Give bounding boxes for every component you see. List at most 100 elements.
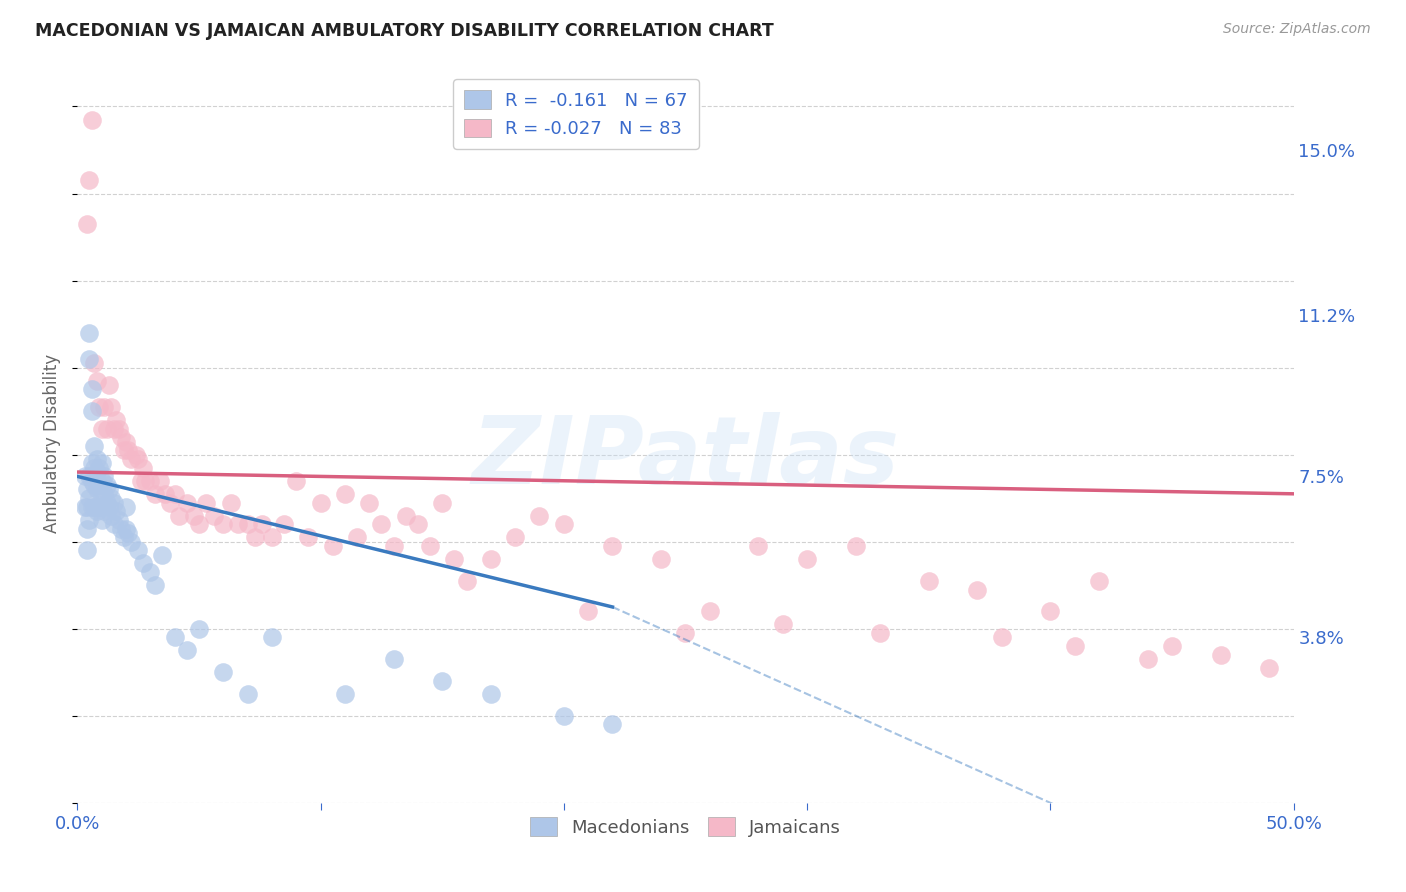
Point <box>333 687 356 701</box>
Point <box>80 456 103 470</box>
Point <box>89 478 111 492</box>
Point <box>80 112 103 127</box>
Point <box>76 500 98 514</box>
Point <box>80 404 103 418</box>
Point <box>153 487 176 501</box>
Point <box>1136 652 1159 666</box>
Point <box>529 508 551 523</box>
Point <box>117 526 139 541</box>
Legend: Macedonians, Jamaicans: Macedonians, Jamaicans <box>523 810 848 844</box>
Point <box>115 522 138 536</box>
Point <box>219 495 242 509</box>
Point <box>112 530 135 544</box>
Point <box>103 517 125 532</box>
Point <box>382 539 405 553</box>
Point <box>139 474 162 488</box>
Point <box>346 530 368 544</box>
Point <box>129 474 152 488</box>
Point <box>260 530 283 544</box>
Point <box>443 552 465 566</box>
Point <box>97 378 120 392</box>
Point <box>602 717 624 731</box>
Point <box>117 443 139 458</box>
Point <box>86 465 108 479</box>
Point <box>226 517 249 532</box>
Point <box>93 487 115 501</box>
Point <box>430 673 453 688</box>
Point <box>675 626 697 640</box>
Point <box>183 508 205 523</box>
Point <box>139 565 162 579</box>
Text: MACEDONIAN VS JAMAICAN AMBULATORY DISABILITY CORRELATION CHART: MACEDONIAN VS JAMAICAN AMBULATORY DISABI… <box>35 22 773 40</box>
Point <box>359 495 381 509</box>
Point <box>176 643 198 657</box>
Point <box>79 513 101 527</box>
Point <box>699 604 721 618</box>
Point <box>322 539 344 553</box>
Point <box>195 495 218 509</box>
Point <box>80 474 103 488</box>
Point <box>89 400 111 414</box>
Point <box>143 578 166 592</box>
Point <box>176 495 198 509</box>
Point <box>772 617 794 632</box>
Point <box>553 517 575 532</box>
Point <box>90 456 112 470</box>
Point <box>79 326 101 340</box>
Point <box>1088 574 1111 588</box>
Point <box>188 622 211 636</box>
Point <box>103 421 125 435</box>
Point <box>966 582 988 597</box>
Point <box>79 173 101 187</box>
Point <box>86 374 108 388</box>
Point <box>76 543 98 558</box>
Point <box>602 539 624 553</box>
Point <box>110 430 132 444</box>
Point <box>243 530 266 544</box>
Point <box>1161 639 1184 653</box>
Point <box>260 631 283 645</box>
Point <box>236 687 259 701</box>
Point <box>406 517 429 532</box>
Point <box>553 708 575 723</box>
Point <box>100 400 122 414</box>
Point <box>96 478 118 492</box>
Point <box>97 500 120 514</box>
Point <box>202 508 225 523</box>
Point <box>503 530 526 544</box>
Point <box>430 495 453 509</box>
Point <box>479 687 502 701</box>
Point <box>869 626 891 640</box>
Point <box>115 500 138 514</box>
Point <box>650 552 672 566</box>
Point <box>83 356 105 370</box>
Point <box>918 574 941 588</box>
Text: ZIPatlas: ZIPatlas <box>471 412 900 504</box>
Point <box>125 448 148 462</box>
Point <box>80 383 103 397</box>
Point <box>86 452 108 467</box>
Point <box>93 469 115 483</box>
Point <box>273 517 295 532</box>
Point <box>83 478 105 492</box>
Point <box>100 508 122 523</box>
Point <box>90 513 112 527</box>
Point <box>990 631 1012 645</box>
Point <box>163 631 186 645</box>
Point <box>149 474 172 488</box>
Point <box>86 483 108 497</box>
Point <box>86 504 108 518</box>
Point <box>90 474 112 488</box>
Point <box>1209 648 1232 662</box>
Point <box>309 495 332 509</box>
Point <box>212 665 235 680</box>
Point <box>76 483 98 497</box>
Point <box>395 508 418 523</box>
Point <box>134 474 156 488</box>
Point <box>89 500 111 514</box>
Point <box>112 443 135 458</box>
Point <box>132 557 155 571</box>
Point <box>169 508 191 523</box>
Point <box>285 474 308 488</box>
Point <box>845 539 868 553</box>
